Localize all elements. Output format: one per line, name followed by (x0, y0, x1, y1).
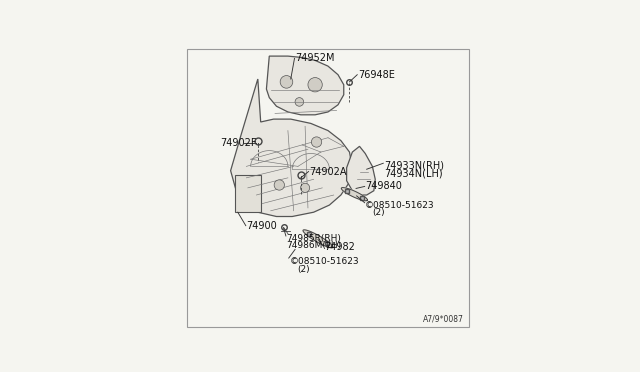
Circle shape (274, 180, 284, 190)
Polygon shape (235, 175, 260, 212)
Circle shape (312, 137, 322, 147)
Text: ©08510-51623: ©08510-51623 (289, 257, 359, 266)
Text: ©08510-51623: ©08510-51623 (365, 201, 435, 210)
Text: 76948E: 76948E (358, 70, 395, 80)
Text: 749840: 749840 (365, 182, 402, 192)
Text: 74902F: 74902F (221, 138, 257, 148)
Text: 74985R(RH): 74985R(RH) (287, 234, 341, 243)
Polygon shape (230, 79, 353, 217)
Circle shape (280, 76, 292, 88)
Circle shape (301, 183, 310, 192)
Text: A7/9*0087: A7/9*0087 (423, 315, 464, 324)
Polygon shape (347, 146, 375, 195)
Text: (2): (2) (298, 264, 310, 274)
Text: 74933N(RH): 74933N(RH) (384, 161, 444, 171)
Polygon shape (266, 56, 344, 115)
Text: 74900: 74900 (246, 221, 277, 231)
Circle shape (295, 97, 303, 106)
Text: 74934N(LH): 74934N(LH) (384, 169, 442, 179)
Polygon shape (303, 230, 333, 248)
Circle shape (308, 78, 323, 92)
Polygon shape (341, 187, 367, 201)
Text: 74982: 74982 (324, 241, 355, 251)
Text: 74986M(LH): 74986M(LH) (287, 241, 342, 250)
Text: 74952M: 74952M (295, 52, 335, 62)
Text: 74902A: 74902A (309, 167, 347, 177)
Text: (2): (2) (372, 208, 385, 218)
